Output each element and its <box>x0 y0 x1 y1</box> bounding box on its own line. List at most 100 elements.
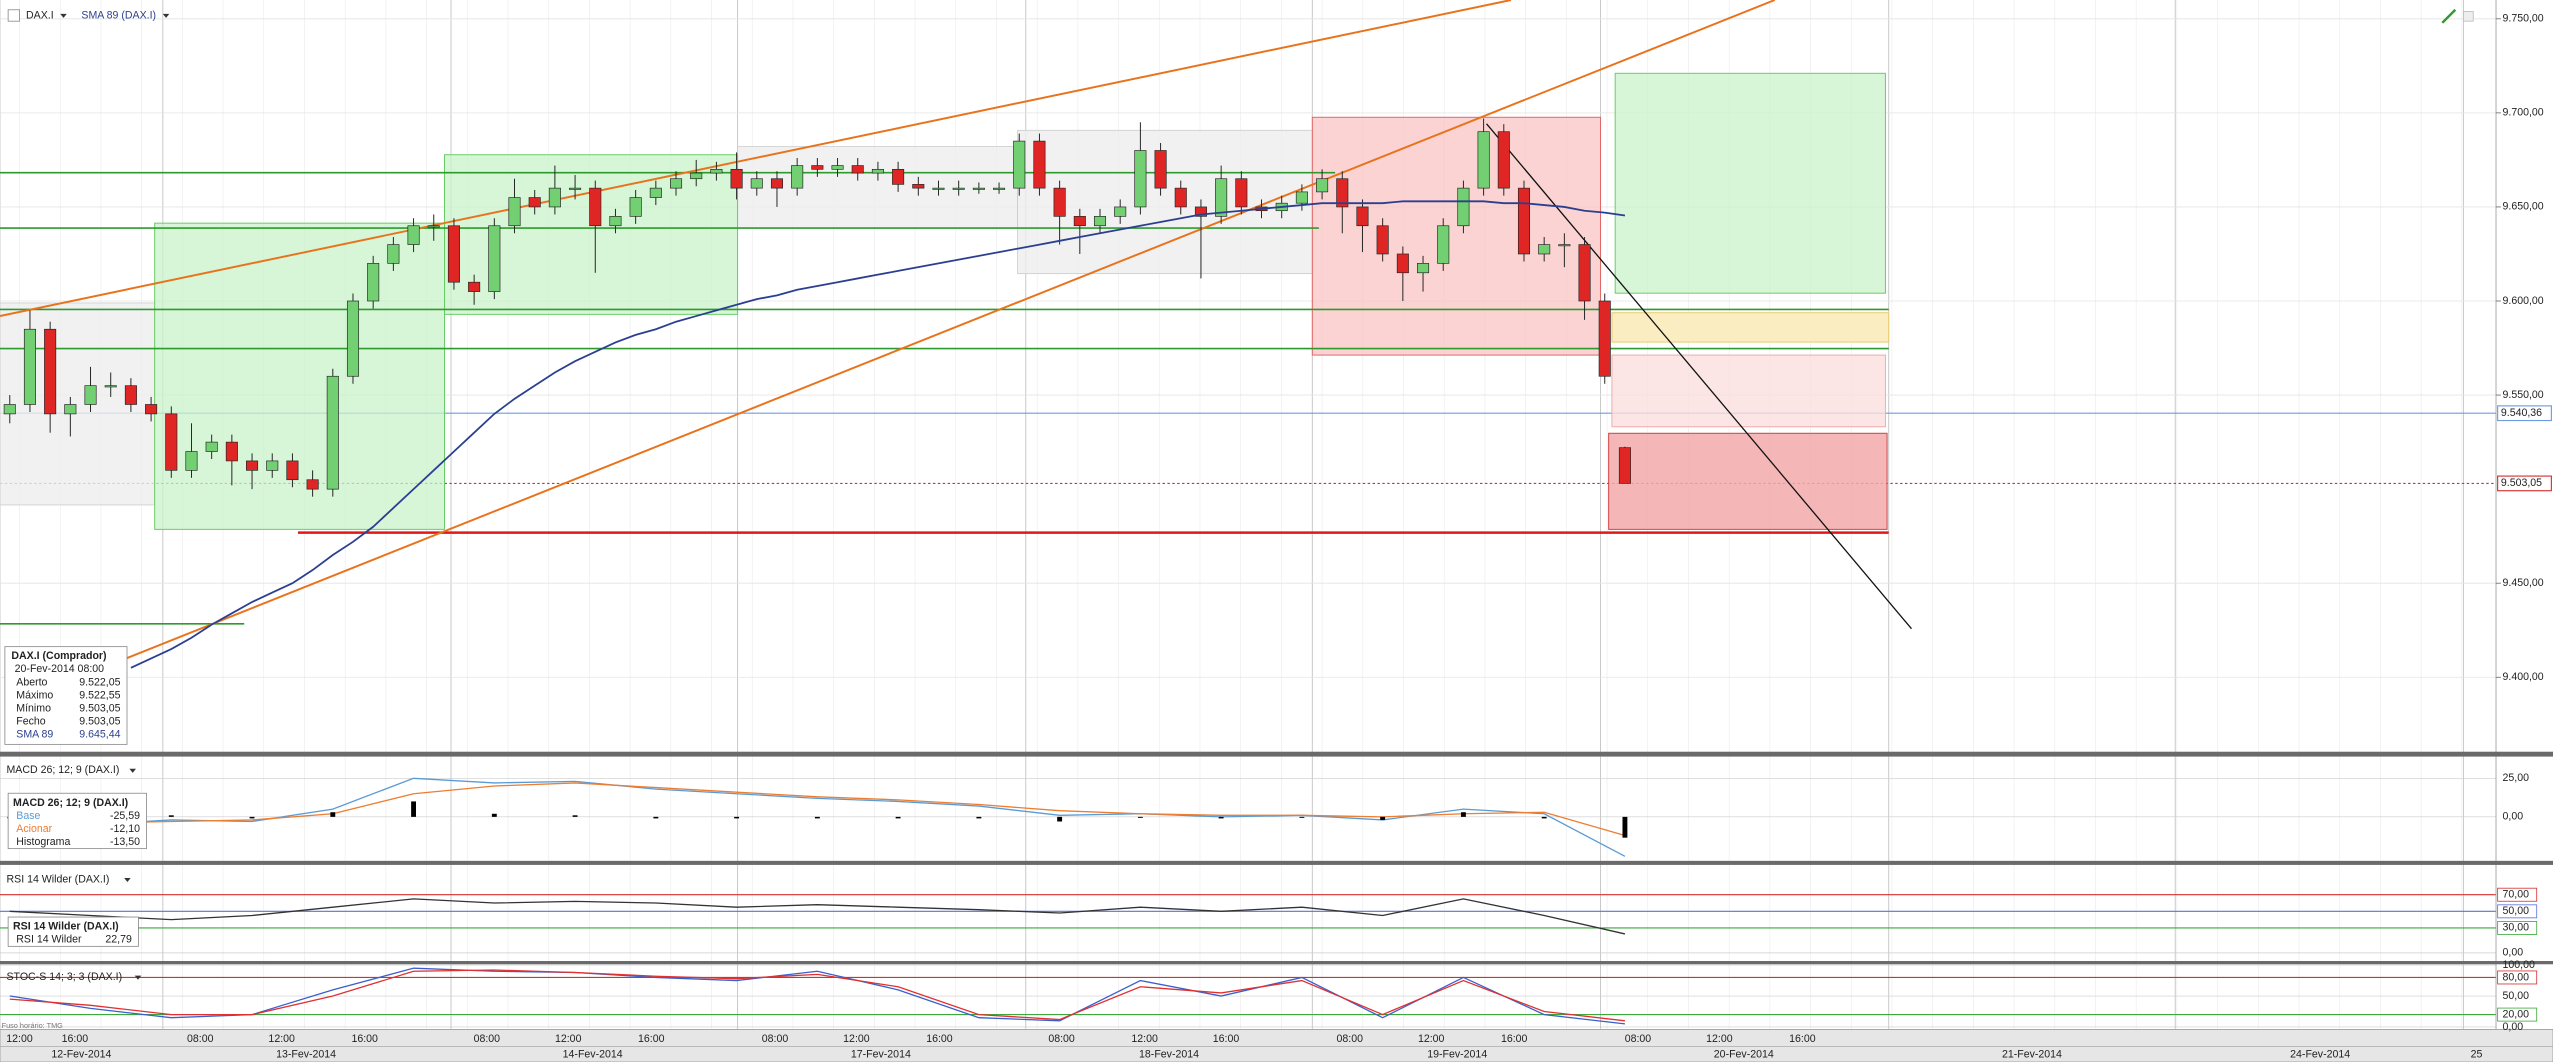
histogram-bar <box>1218 816 1224 819</box>
info-box <box>7 792 147 850</box>
y-tick-label: 0,00 <box>2503 947 2524 959</box>
info-label: Base <box>16 810 40 822</box>
time-axis <box>0 1029 2553 1062</box>
dropdown-caret[interactable] <box>129 768 136 773</box>
x-tick-label: 16:00 <box>1501 1033 1528 1045</box>
x-tick-label: 08:00 <box>1048 1033 1075 1045</box>
x-tick-label: 08:00 <box>1337 1033 1364 1045</box>
info-value: -25,59 <box>110 810 140 822</box>
instrument[interactable]: DAX.I <box>26 9 54 21</box>
candle-body <box>104 385 117 388</box>
candle-body <box>750 178 763 189</box>
icon <box>7 9 20 22</box>
x-tick-label: 16:00 <box>1789 1033 1816 1045</box>
histogram-bar <box>1460 812 1466 817</box>
candle-body <box>892 168 905 185</box>
candle-body <box>952 187 965 190</box>
y-tick-label: 70,00 <box>2503 889 2530 901</box>
info-label: Aberto <box>16 676 47 688</box>
candle-body <box>1336 178 1349 208</box>
trend-line <box>126 0 1776 659</box>
candle-body <box>1154 150 1167 189</box>
zone-light-red <box>1611 354 1886 428</box>
x-tick-label: 08:00 <box>762 1033 789 1045</box>
histogram-bar <box>249 816 255 819</box>
x-tick-label: 08:00 <box>474 1033 501 1045</box>
candle-body <box>1598 300 1611 377</box>
candle-body <box>1396 253 1409 274</box>
panel-separator <box>0 860 2553 865</box>
x-tick-label: 12:00 <box>6 1033 33 1045</box>
candle-body <box>1134 150 1147 208</box>
histogram-bar <box>653 816 659 819</box>
level-box <box>2497 1007 2538 1022</box>
dropdown-caret[interactable] <box>134 975 142 980</box>
timezone: Fuso horário: TMG <box>2 1021 64 1030</box>
level-box <box>2497 921 2538 935</box>
indicator-line <box>9 967 1626 1025</box>
zone-green <box>154 222 445 530</box>
candle-body <box>1477 131 1490 189</box>
dropdown-caret[interactable] <box>124 877 131 883</box>
candle-body <box>468 281 481 292</box>
date-label: 24-Fev-2014 <box>2290 1048 2350 1060</box>
sma-line <box>130 200 1626 669</box>
info-label: Fecho <box>16 715 46 727</box>
histogram-bar <box>1299 816 1305 818</box>
candle-body <box>64 404 77 415</box>
candle-body <box>649 187 662 198</box>
y-tick-label: 50,00 <box>2503 990 2530 1002</box>
panel-button[interactable] <box>2463 10 2474 22</box>
candle-body <box>145 404 158 415</box>
candle-body <box>1497 131 1510 189</box>
info-value: 9.522,55 <box>79 689 120 701</box>
price-marker-label: 9.503,05 <box>2501 477 2542 489</box>
histogram-bar <box>491 813 497 817</box>
candle-body <box>770 178 783 189</box>
indicator[interactable]: SMA 89 (DAX.I) <box>81 9 156 21</box>
histogram-bar <box>895 816 901 819</box>
level-box <box>2497 970 2538 985</box>
status-icon <box>2441 8 2457 24</box>
info-label: SMA 89 <box>16 728 53 740</box>
info-date: 20-Fev-2014 08:00 <box>15 663 104 675</box>
date-label: 14-Fev-2014 <box>563 1048 623 1060</box>
price-axis <box>2496 0 2553 1030</box>
candle-body <box>669 178 683 189</box>
y-tick-label: 100,00 <box>2503 959 2535 971</box>
date-label: 18-Fev-2014 <box>1139 1048 1199 1060</box>
candle-body <box>831 165 844 170</box>
x-tick-label: 08:00 <box>1625 1033 1652 1045</box>
panel-title: STOC-S 14; 3; 3 (DAX.I) <box>7 971 123 983</box>
candle-body <box>1174 187 1187 208</box>
candle-body <box>205 441 218 452</box>
candle-body <box>165 413 178 471</box>
candle-body <box>1073 216 1086 227</box>
y-tick-label: 80,00 <box>2503 971 2530 983</box>
x-tick-label: 16:00 <box>1213 1033 1240 1045</box>
candle-body <box>1295 191 1308 204</box>
info-box <box>7 916 139 947</box>
y-tick-label: 9.600,00 <box>2503 295 2544 307</box>
candle-body <box>44 328 57 415</box>
candle-body <box>1538 244 1551 255</box>
histogram-bar <box>976 816 982 819</box>
y-tick-label: 9.450,00 <box>2503 577 2544 589</box>
date-label: 17-Fev-2014 <box>851 1048 911 1060</box>
candle-body <box>1437 225 1450 264</box>
dropdown-caret[interactable] <box>162 13 170 18</box>
candle-body <box>225 441 238 462</box>
info-title: DAX.I (Comprador) <box>11 650 106 662</box>
candle-body <box>508 197 521 227</box>
dropdown-caret[interactable] <box>60 13 67 18</box>
zone-red <box>1608 432 1888 530</box>
candle-body <box>84 385 97 405</box>
candle-body <box>286 460 299 481</box>
histogram-bar <box>734 816 740 819</box>
date-label: 19-Fev-2014 <box>1427 1048 1487 1060</box>
x-tick-label: 12:00 <box>268 1033 295 1045</box>
candle-body <box>1316 178 1329 193</box>
x-tick-label: 16:00 <box>62 1033 89 1045</box>
